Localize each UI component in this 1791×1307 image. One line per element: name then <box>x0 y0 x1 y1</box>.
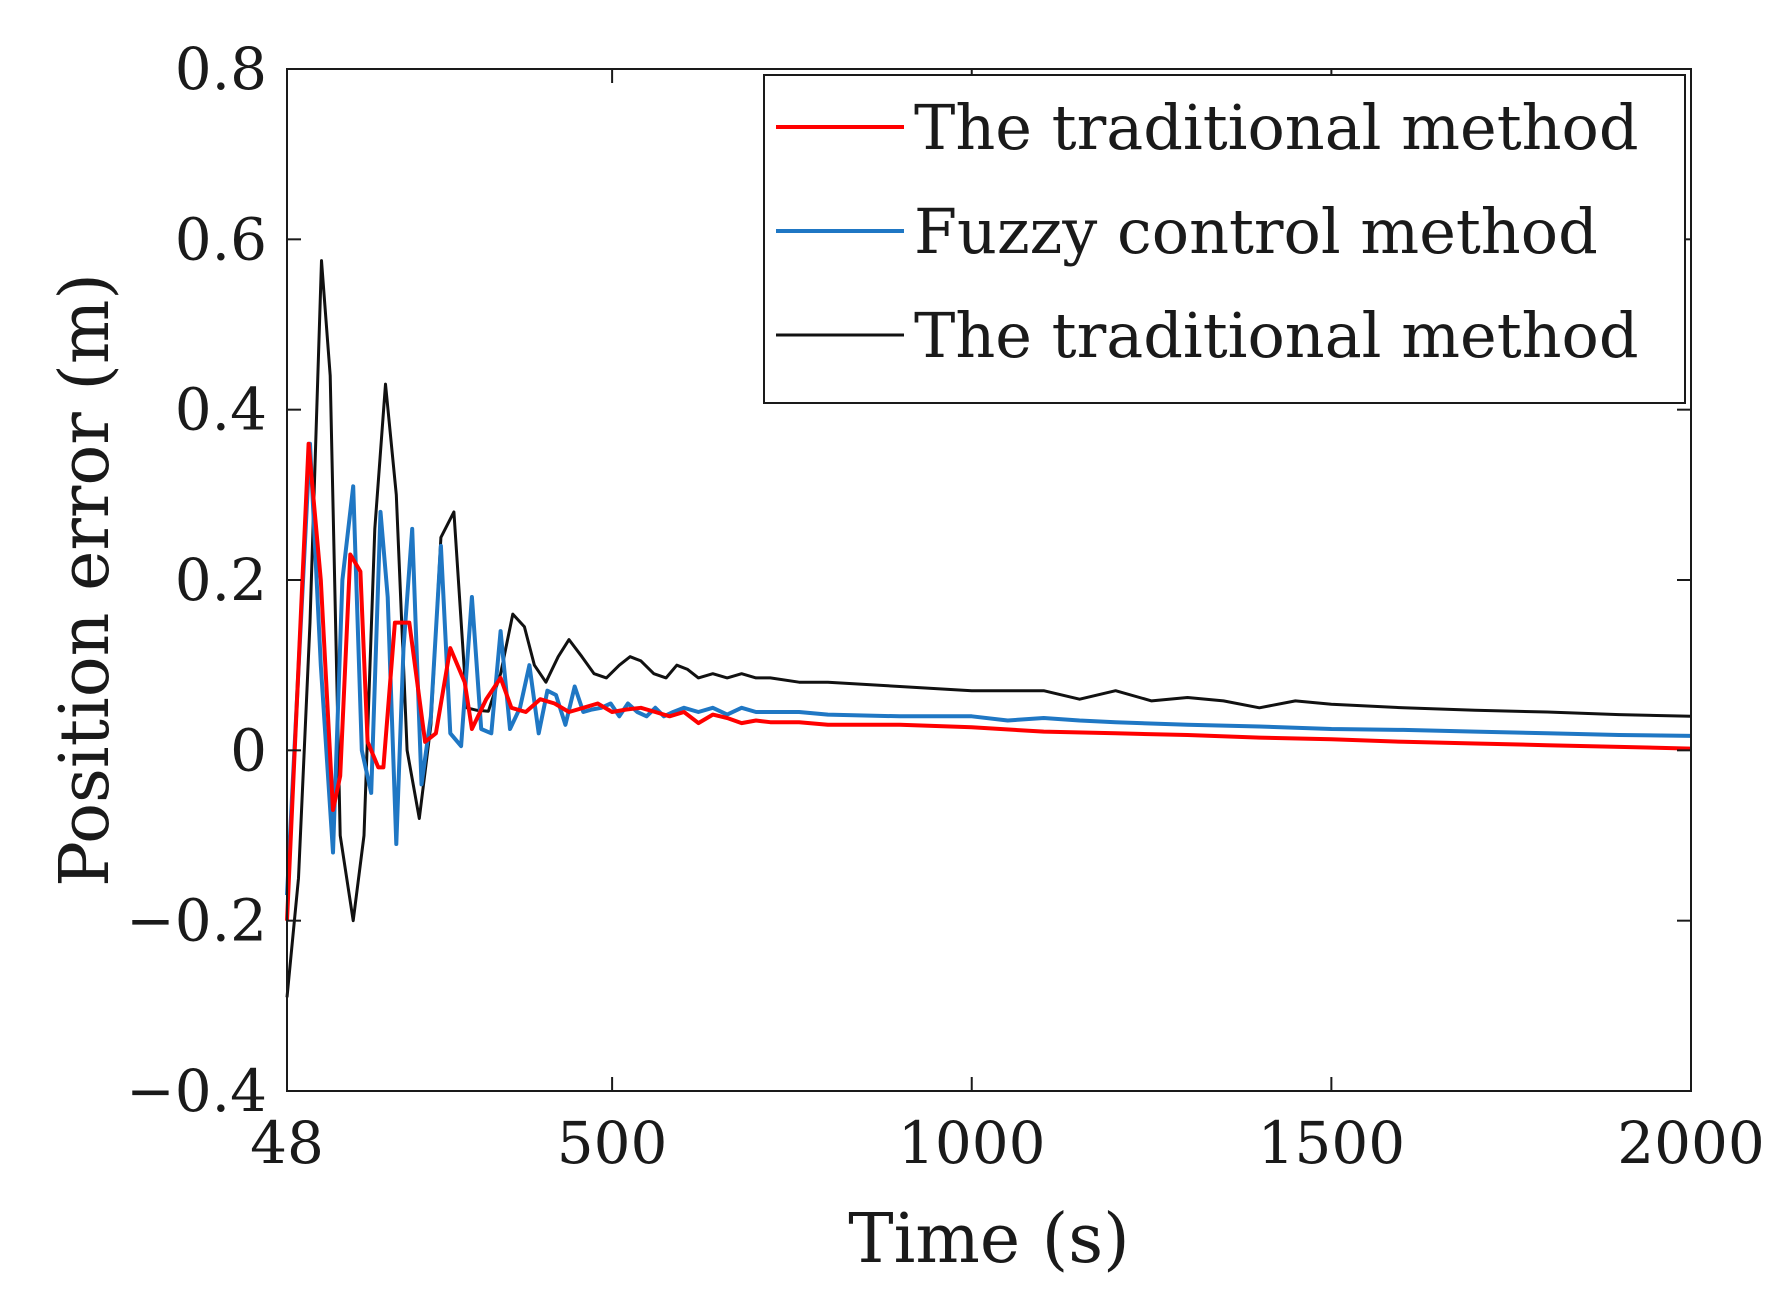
y-tick-label: 0.6 <box>175 205 267 273</box>
x-axis-label: Time (s) <box>848 1200 1129 1279</box>
y-tick-label: 0 <box>230 716 267 784</box>
series-line-2 <box>285 441 1692 896</box>
axes-layer: 48 500 1000 1500 2000 −0.4 −0.2 0 0.2 0.4 0.6 0.8 <box>126 35 1765 1177</box>
y-tick-label: 0.4 <box>175 376 267 444</box>
series-line-1 <box>285 441 1692 921</box>
x-tick-label: 2000 <box>1617 1109 1765 1177</box>
x-tick-label: 48 <box>250 1109 324 1177</box>
legend-label-3: The traditional method <box>914 299 1639 372</box>
legend-label-1: The traditional method <box>914 91 1639 164</box>
y-axis-label: Position error (m) <box>46 273 125 887</box>
x-tick-label: 1500 <box>1258 1109 1406 1177</box>
series-line-3 <box>285 259 1692 998</box>
y-tick-label: 0.2 <box>175 546 267 614</box>
legend-label-2: Fuzzy control method <box>914 195 1598 268</box>
legend-box <box>763 74 1686 404</box>
y-tick-label: −0.4 <box>126 1057 267 1125</box>
x-tick-label: 1000 <box>898 1109 1046 1177</box>
series-layer <box>285 259 1692 998</box>
y-tick-label: −0.2 <box>126 887 267 955</box>
legend: The traditional method Fuzzy control meth… <box>763 74 1686 404</box>
x-tick-label: 500 <box>557 1109 668 1177</box>
y-tick-label: 0.8 <box>175 35 267 103</box>
